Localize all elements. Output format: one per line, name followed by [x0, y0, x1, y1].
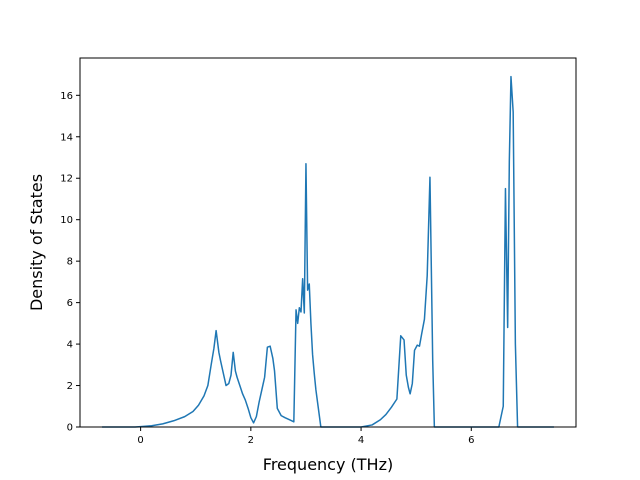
y-tick-label: 6 — [67, 298, 73, 309]
y-tick-label: 8 — [67, 257, 73, 268]
x-tick-label: 6 — [468, 435, 474, 446]
plot-frame — [79, 57, 577, 428]
y-axis-ticks: 0 2 4 6 8 10 12 14 16 — [60, 91, 80, 434]
y-tick-label: 0 — [67, 423, 73, 434]
y-tick-label: 2 — [67, 381, 73, 392]
x-tick-label: 0 — [137, 435, 143, 446]
plot-area — [80, 58, 576, 427]
x-tick-label: 2 — [248, 435, 254, 446]
y-axis-label: Density of States — [27, 174, 46, 311]
y-tick-label: 12 — [60, 174, 73, 185]
y-tick-label: 16 — [60, 91, 73, 102]
y-tick-label: 4 — [67, 340, 73, 351]
x-axis-ticks: 0 2 4 6 — [137, 427, 474, 446]
y-tick-label: 14 — [60, 132, 73, 143]
y-tick-label: 10 — [60, 215, 73, 226]
x-tick-label: 4 — [358, 435, 364, 446]
x-axis-label: Frequency (THz) — [263, 455, 393, 474]
